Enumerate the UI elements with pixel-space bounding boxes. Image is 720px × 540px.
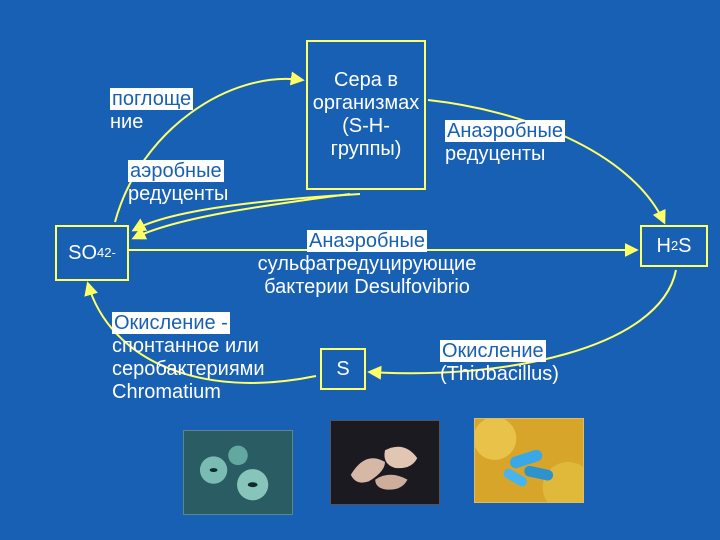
- label-aerobic-reducers: аэробныередуценты: [128, 160, 228, 206]
- label-desulfovibrio: Анаэробныесульфатредуцирующиебактерии De…: [182, 230, 552, 299]
- micrograph-3: [474, 418, 584, 503]
- label-uptake: поглощение: [110, 88, 193, 134]
- micrograph-1: [183, 430, 293, 515]
- node-sulfur-in-organisms: Сера в организмах(S-H-группы): [306, 40, 426, 190]
- node-h2s: H2S: [640, 225, 708, 267]
- label-chromatium: Окисление -спонтанное илисеробактериямиC…: [112, 312, 265, 404]
- label-thiobacillus: Окисление(Thiobacillus): [440, 340, 559, 386]
- label-anaerobic-reducers: Анаэробныередуценты: [445, 120, 565, 166]
- micrograph-2: [330, 420, 440, 505]
- node-so4: SO42-: [55, 225, 129, 281]
- node-s: S: [320, 348, 366, 390]
